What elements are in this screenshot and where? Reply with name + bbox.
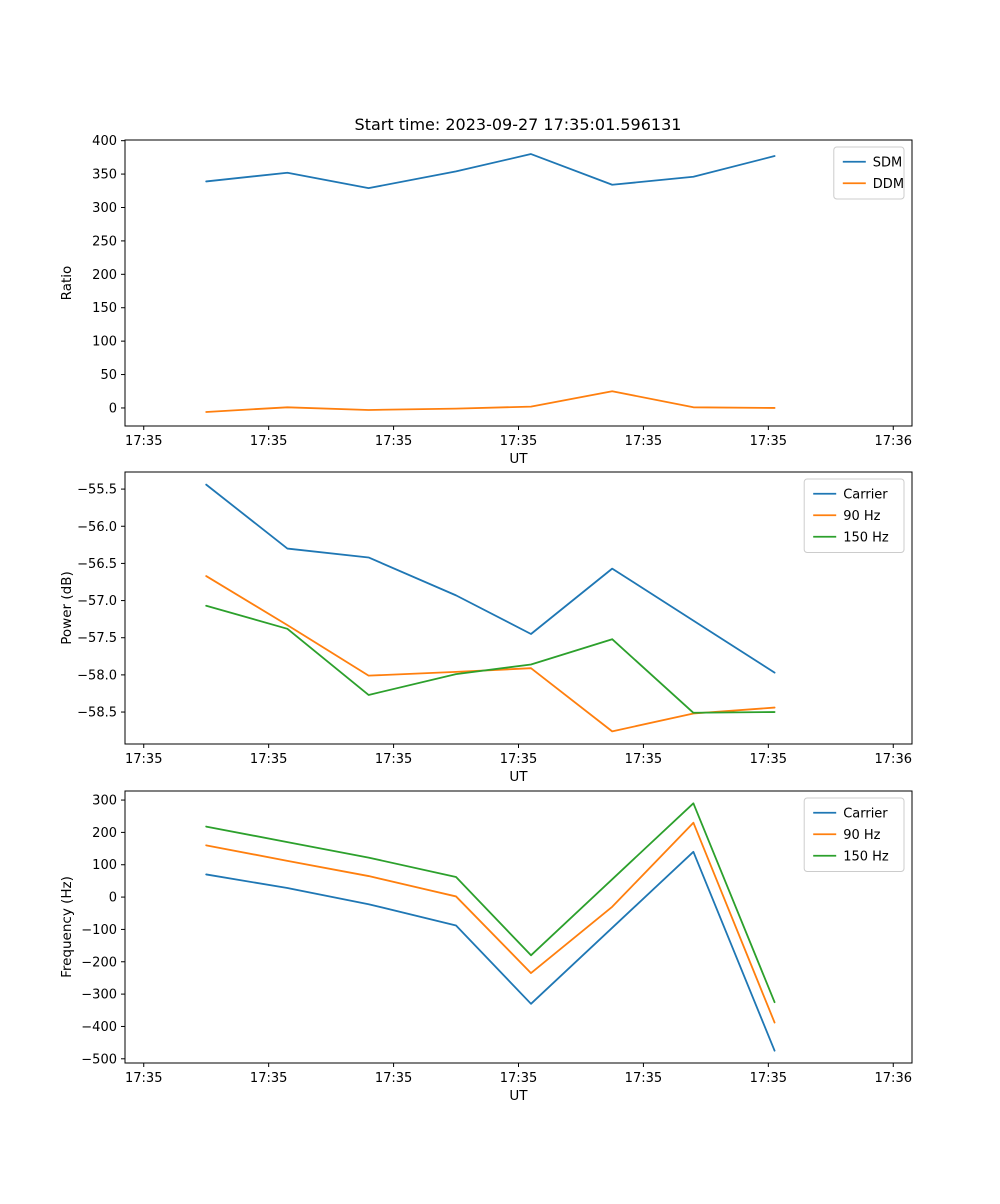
y-tick-label: 0	[109, 891, 117, 906]
series-150-hz-line	[205, 604, 776, 714]
x-tick-label: 17:35	[250, 752, 287, 767]
series-sdm-line	[205, 153, 776, 190]
x-tick-label: 17:35	[375, 1071, 412, 1086]
axes-frame	[124, 139, 913, 427]
y-axis-label: Frequency (Hz)	[59, 876, 75, 978]
legend-label: 90 Hz	[843, 828, 880, 843]
y-tick-label: −55.5	[77, 483, 117, 498]
frequency-chart: 17:35 17:35 17:35 17:35 17:35 17:35 17:36 300 20…	[59, 790, 913, 1104]
y-axis-label: Power (dB)	[59, 571, 75, 644]
y-tick-label: 200	[92, 826, 117, 841]
x-tick-label: 17:36	[875, 752, 912, 767]
x-tick-label: 17:35	[125, 434, 162, 449]
legend-box	[803, 797, 905, 872]
x-tick-label: 17:36	[875, 1071, 912, 1086]
y-tick-label: 100	[92, 858, 117, 873]
x-tick-label: 17:35	[250, 1071, 287, 1086]
series-carrier-line	[205, 483, 776, 674]
y-tick-label: −56.0	[77, 520, 117, 535]
y-axis-label: Ratio	[59, 266, 75, 301]
power-chart: 17:35 17:35 17:35 17:35 17:35 17:35 17:36 −55.5…	[59, 471, 913, 785]
y-tick-label: 400	[92, 134, 117, 149]
x-tick-label: 17:36	[875, 434, 912, 449]
y-tick-label: −500	[81, 1052, 117, 1067]
x-tick-label: 17:35	[125, 1071, 162, 1086]
y-tick-label: −400	[81, 1020, 117, 1035]
x-tick-label: 17:35	[125, 752, 162, 767]
x-tick-label: 17:35	[500, 434, 537, 449]
series-90-hz-line	[205, 821, 776, 1024]
legend-label: 150 Hz	[843, 849, 889, 864]
legend-label: 90 Hz	[843, 509, 880, 524]
y-tick-label: 50	[100, 368, 117, 383]
legend-label: DDM	[873, 177, 904, 192]
figure-title: Start time: 2023-09-27 17:35:01.596131	[355, 115, 682, 134]
legend-box	[803, 478, 905, 553]
y-tick-label: −200	[81, 955, 117, 970]
y-tick-label: −56.5	[77, 557, 117, 572]
legend-label: Carrier	[843, 487, 888, 502]
x-tick-label: 17:35	[375, 752, 412, 767]
y-tick-label: −57.5	[77, 631, 117, 646]
x-axis-label: UT	[509, 1088, 528, 1104]
x-tick-label: 17:35	[750, 752, 787, 767]
y-tick-label: 300	[92, 201, 117, 216]
x-tick-label: 17:35	[500, 1071, 537, 1086]
x-tick-label: 17:35	[750, 1071, 787, 1086]
x-tick-label: 17:35	[625, 1071, 662, 1086]
legend-box	[833, 146, 905, 200]
x-tick-label: 17:35	[625, 752, 662, 767]
y-tick-label: 0	[109, 401, 117, 416]
legend-label: 150 Hz	[843, 530, 889, 545]
series-carrier-line	[205, 850, 776, 1052]
y-tick-label: −58.0	[77, 668, 117, 683]
x-axis-label: UT	[509, 451, 528, 467]
legend-label: SDM	[873, 155, 902, 170]
x-tick-label: 17:35	[625, 434, 662, 449]
y-tick-label: −57.0	[77, 594, 117, 609]
y-tick-label: 250	[92, 234, 117, 249]
x-axis-label: UT	[509, 769, 528, 785]
y-tick-label: −58.5	[77, 706, 117, 721]
y-tick-label: −100	[81, 923, 117, 938]
y-tick-label: 350	[92, 168, 117, 183]
x-tick-label: 17:35	[750, 434, 787, 449]
x-tick-label: 17:35	[250, 434, 287, 449]
y-tick-label: 300	[92, 794, 117, 809]
axes-frame	[124, 790, 913, 1064]
y-tick-label: −300	[81, 988, 117, 1003]
y-tick-label: 100	[92, 335, 117, 350]
x-tick-label: 17:35	[375, 434, 412, 449]
series-150-hz-line	[205, 802, 776, 1004]
series-ddm-line	[205, 390, 776, 413]
y-tick-label: 150	[92, 301, 117, 316]
legend-label: Carrier	[843, 806, 888, 821]
y-tick-label: 200	[92, 268, 117, 283]
ratio-chart: 17:35 17:35 17:35 17:35 17:35 17:35 17:36 0 50 10…	[59, 134, 913, 467]
x-tick-label: 17:35	[500, 752, 537, 767]
